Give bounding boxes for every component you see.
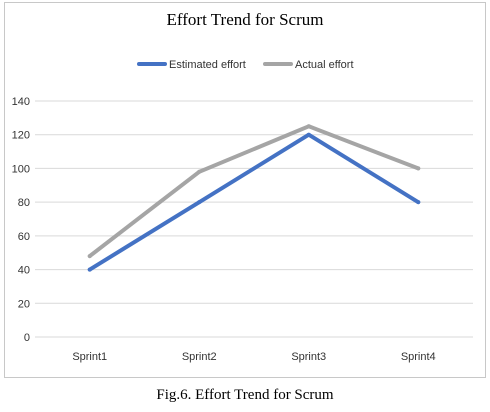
x-tick-label: Sprint2 xyxy=(182,351,217,363)
y-tick-label: 120 xyxy=(12,130,30,142)
x-tick-label: Sprint1 xyxy=(72,351,107,363)
y-axis-ticks: 0 20 40 60 80 100 120 140 xyxy=(12,96,30,344)
x-tick-label: Sprint4 xyxy=(401,351,436,363)
line-chart: Effort Trend for Scrum Estimated effort A… xyxy=(12,10,473,363)
data-point xyxy=(197,169,202,174)
gridlines xyxy=(35,100,473,338)
y-tick-label: 140 xyxy=(12,96,30,108)
y-tick-label: 0 xyxy=(24,332,30,344)
series-lines xyxy=(87,124,421,272)
y-tick-label: 20 xyxy=(18,298,30,310)
chart-title: Effort Trend for Scrum xyxy=(167,10,324,29)
data-point xyxy=(197,200,202,205)
y-tick-label: 100 xyxy=(12,163,30,175)
y-tick-label: 80 xyxy=(18,197,30,209)
data-point xyxy=(87,267,92,272)
y-tick-label: 40 xyxy=(18,265,30,277)
legend-label-0: Estimated effort xyxy=(169,59,246,71)
series-line-0 xyxy=(87,132,421,272)
data-point xyxy=(416,200,421,205)
chart-area: Effort Trend for Scrum Estimated effort A… xyxy=(4,2,486,378)
y-tick-label: 60 xyxy=(18,231,30,243)
data-point xyxy=(306,132,311,137)
data-point xyxy=(306,124,311,129)
data-point xyxy=(416,166,421,171)
figure-caption: Fig.6. Effort Trend for Scrum xyxy=(156,387,334,403)
data-point xyxy=(87,254,92,259)
x-axis-ticks: Sprint1 Sprint2 Sprint3 Sprint4 xyxy=(72,351,435,363)
legend: Estimated effort Actual effort xyxy=(137,59,354,71)
series-line-1 xyxy=(87,124,421,259)
x-tick-label: Sprint3 xyxy=(291,351,326,363)
legend-label-1: Actual effort xyxy=(295,59,354,71)
